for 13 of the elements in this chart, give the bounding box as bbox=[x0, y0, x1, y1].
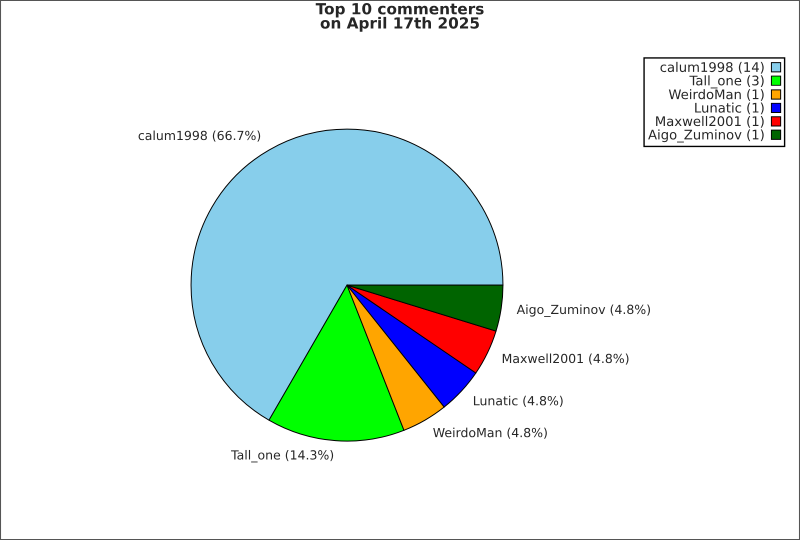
text: Lunatic (4.8%) bbox=[474, 396, 563, 407]
legend-label: WeirdoMan (1) bbox=[668, 89, 764, 101]
text: WeirdoMan (4.8%) bbox=[433, 428, 547, 439]
text: calum1998 (66.7%) bbox=[138, 130, 260, 142]
text: Tall_one (14.3%) bbox=[231, 450, 334, 462]
legend-label: calum1998 (14) bbox=[660, 62, 764, 74]
legend-label: Lunatic (1) bbox=[695, 102, 764, 114]
legend-label: Maxwell2001 (1) bbox=[656, 116, 764, 128]
chart-title: Top 10 commenters on April 17th 2025 bbox=[316, 2, 484, 32]
legend-label: Aigo_Zuminov (1) bbox=[648, 129, 764, 143]
text: Aigo_Zuminov (4.8%) bbox=[516, 304, 650, 317]
legend-label: Tall_one (3) bbox=[689, 75, 764, 88]
text: Maxwell2001 (4.8%) bbox=[502, 354, 628, 365]
